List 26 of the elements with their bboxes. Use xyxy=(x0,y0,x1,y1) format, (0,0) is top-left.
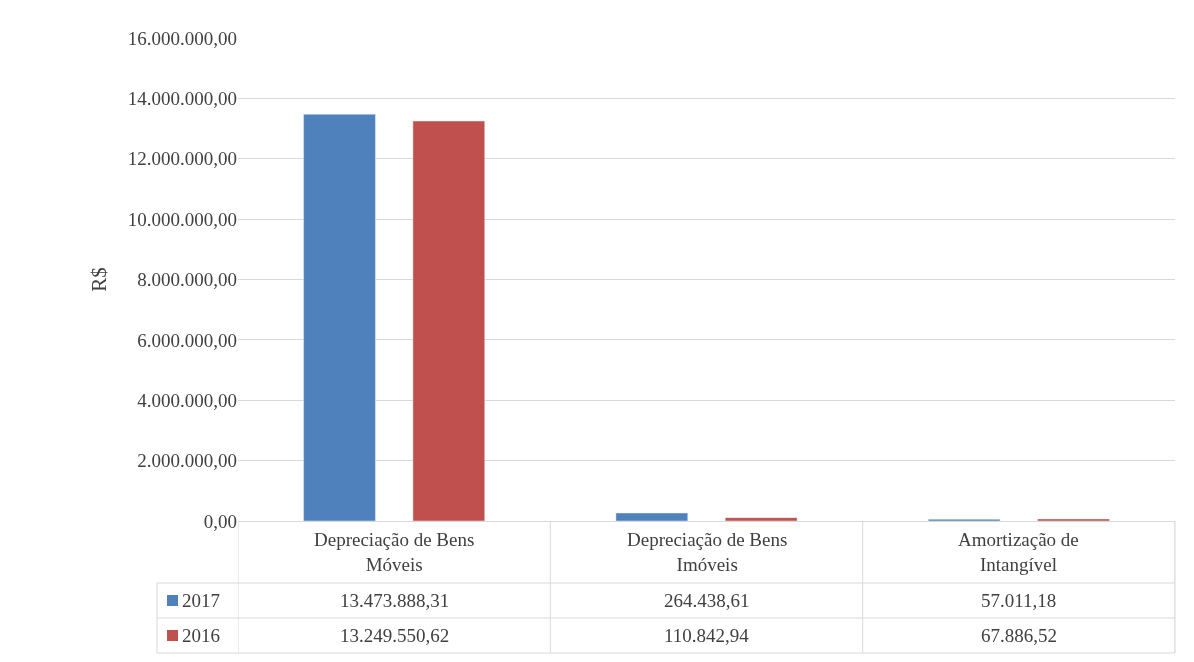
y-tick-label: 6.000.000,00 xyxy=(137,329,237,351)
legend-label: 2017 xyxy=(182,590,220,611)
data-label: 13.249.550,62 xyxy=(340,625,450,646)
y-tick-label: 2.000.000,00 xyxy=(137,450,237,472)
y-axis-title: R$ xyxy=(86,267,111,292)
data-label: 13.473.888,31 xyxy=(340,590,450,611)
y-tick-label: 0,00 xyxy=(203,510,237,532)
x-tick-label: Amortização de Intangível xyxy=(958,529,1079,575)
bar xyxy=(615,512,689,521)
y-tick-label: 12.000.000,00 xyxy=(127,148,237,170)
y-tick-label: 10.000.000,00 xyxy=(127,208,237,230)
data-label: 264.438,61 xyxy=(664,590,750,611)
y-tick-label: 8.000.000,00 xyxy=(137,269,237,291)
data-label: 57.011,18 xyxy=(981,590,1057,611)
legend-label: 2016 xyxy=(182,625,220,646)
bar xyxy=(1037,518,1110,521)
bar xyxy=(303,114,376,521)
y-tick-label: 14.000.000,00 xyxy=(127,88,237,110)
x-tick-label: Depreciação de Bens Imóveis xyxy=(627,529,788,575)
y-tick-label: 4.000.000,00 xyxy=(137,389,237,411)
bar xyxy=(412,120,485,521)
data-label: 110.842,94 xyxy=(664,625,750,646)
bar xyxy=(724,517,798,521)
data-label: 67.886,52 xyxy=(981,625,1057,646)
x-tick-label: Depreciação de Bens Móveis xyxy=(314,529,475,575)
y-tick-label: 16.000.000,00 xyxy=(127,27,237,49)
